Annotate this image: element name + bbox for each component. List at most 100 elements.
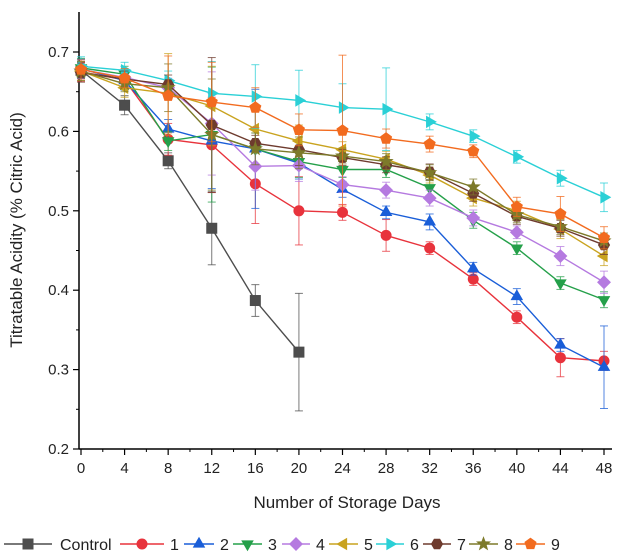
data-point bbox=[511, 311, 523, 323]
legend-item-8: 8 bbox=[469, 536, 513, 552]
y-tick-label: 0.5 bbox=[48, 203, 69, 220]
data-point bbox=[119, 99, 131, 111]
data-point bbox=[597, 359, 611, 371]
data-point bbox=[467, 144, 480, 157]
legend-label: 4 bbox=[316, 537, 325, 552]
data-point bbox=[554, 337, 567, 349]
legend-label: 7 bbox=[457, 537, 466, 552]
x-tick-label: 4 bbox=[120, 460, 128, 477]
x-tick-label: 32 bbox=[421, 460, 438, 477]
data-point bbox=[205, 95, 218, 108]
legend-item-2: 2 bbox=[184, 536, 229, 552]
data-point bbox=[466, 210, 481, 225]
data-point bbox=[510, 289, 524, 301]
data-point bbox=[206, 222, 218, 234]
data-point bbox=[600, 191, 612, 204]
legend-item-7: 7 bbox=[423, 537, 466, 552]
data-point bbox=[423, 214, 436, 226]
data-point bbox=[466, 261, 480, 273]
data-point bbox=[380, 229, 392, 241]
series-line bbox=[80, 69, 300, 353]
legend-marker bbox=[22, 538, 34, 550]
legend-marker bbox=[241, 540, 254, 552]
legend-item-5: 5 bbox=[329, 537, 373, 552]
legend-label: 5 bbox=[364, 537, 373, 552]
data-point bbox=[338, 101, 350, 114]
legend-item-6: 6 bbox=[376, 537, 419, 552]
x-tick-label: 20 bbox=[291, 460, 308, 477]
y-tick-label: 0.7 bbox=[48, 44, 69, 61]
data-point bbox=[295, 94, 307, 107]
data-point bbox=[249, 101, 262, 113]
y-axis-label: Titratable Acidity (% Citric Acid) bbox=[7, 112, 26, 348]
data-point bbox=[554, 207, 567, 220]
data-point bbox=[423, 137, 436, 150]
series-9 bbox=[74, 54, 611, 250]
data-point bbox=[596, 249, 608, 263]
y-tick-label: 0.3 bbox=[48, 362, 69, 379]
data-point bbox=[424, 242, 436, 254]
x-tick-label: 0 bbox=[77, 460, 85, 477]
data-point bbox=[510, 200, 523, 212]
data-point bbox=[293, 346, 305, 358]
data-point bbox=[597, 296, 611, 307]
x-tick-label: 36 bbox=[465, 460, 482, 477]
x-tick-label: 12 bbox=[203, 460, 220, 477]
data-point bbox=[465, 179, 481, 194]
legend-label: 6 bbox=[410, 537, 419, 552]
y-tick-label: 0.2 bbox=[48, 441, 69, 458]
legend-label: 1 bbox=[170, 537, 179, 552]
legend-marker bbox=[336, 537, 348, 551]
data-point bbox=[249, 295, 261, 307]
data-point bbox=[554, 352, 566, 364]
legend-marker bbox=[192, 536, 206, 548]
data-point bbox=[513, 150, 525, 164]
legend-label: 2 bbox=[220, 537, 229, 552]
data-point bbox=[248, 159, 263, 174]
legend-marker bbox=[386, 537, 398, 551]
legend: Control 1 2 3 4 5 6 7 8 9 bbox=[4, 536, 560, 552]
x-tick-label: 40 bbox=[508, 460, 525, 477]
legend-item-9: 9 bbox=[516, 537, 560, 552]
data-point bbox=[379, 183, 394, 198]
data-point bbox=[553, 249, 568, 264]
data-point bbox=[509, 225, 524, 240]
y-tick-label: 0.6 bbox=[48, 123, 69, 140]
legend-label: 3 bbox=[268, 537, 277, 552]
legend-label: 9 bbox=[551, 537, 560, 552]
data-point bbox=[510, 244, 524, 256]
x-tick-label: 16 bbox=[247, 460, 264, 477]
legend-item-4: 4 bbox=[282, 537, 325, 552]
legend-item-1: 1 bbox=[120, 537, 179, 552]
data-point bbox=[336, 124, 349, 136]
x-tick-label: 44 bbox=[552, 460, 569, 477]
legend-label: Control bbox=[60, 537, 112, 552]
data-point bbox=[291, 144, 307, 160]
x-tick-label: 48 bbox=[596, 460, 613, 477]
data-point bbox=[597, 231, 611, 243]
legend-marker bbox=[524, 537, 537, 550]
data-point bbox=[422, 191, 437, 206]
data-point bbox=[162, 155, 174, 167]
x-axis-label: Number of Storage Days bbox=[253, 493, 440, 512]
legend-label: 8 bbox=[504, 537, 513, 552]
data-point bbox=[380, 132, 393, 144]
legend-item-control: Control bbox=[4, 537, 112, 552]
legend-marker bbox=[430, 538, 444, 550]
data-point bbox=[247, 140, 263, 156]
data-point bbox=[118, 71, 131, 84]
data-point bbox=[378, 153, 394, 168]
data-point bbox=[422, 164, 438, 180]
legend-item-3: 3 bbox=[233, 537, 277, 552]
data-point bbox=[426, 115, 437, 129]
data-point bbox=[248, 122, 259, 136]
x-tick-label: 28 bbox=[378, 460, 395, 477]
data-point bbox=[597, 275, 611, 290]
data-point bbox=[556, 171, 568, 185]
data-point bbox=[291, 134, 303, 148]
data-point bbox=[423, 184, 436, 196]
data-point bbox=[74, 63, 88, 75]
data-point bbox=[208, 87, 220, 100]
legend-marker bbox=[475, 536, 492, 551]
